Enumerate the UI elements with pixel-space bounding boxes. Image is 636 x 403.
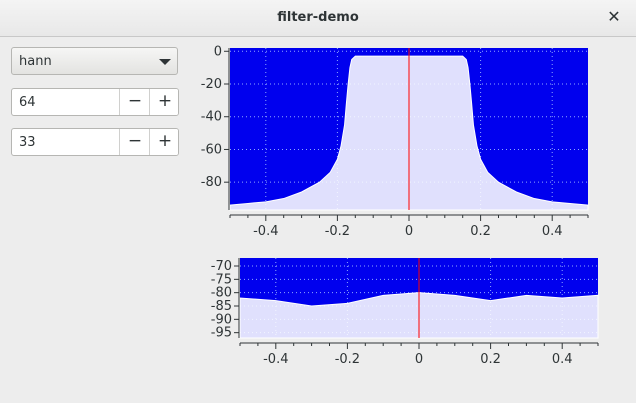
frequency-response-plot: 0 -20 -40 -60 -80 -0.4 -0.2 0 0.2 0.4 — [201, 44, 589, 239]
y-tick-label: -95 — [211, 326, 232, 341]
window-type-value: hann — [19, 54, 52, 69]
y-tick-label: -20 — [201, 77, 222, 92]
x-tick-label: 0.4 — [552, 352, 573, 367]
x-tick-label: 0.2 — [470, 224, 491, 239]
y-tick-label: -80 — [201, 175, 222, 190]
taps-increment-button[interactable]: + — [149, 89, 178, 115]
cutoff-decrement-button[interactable]: − — [119, 129, 150, 155]
x-tick-label: 0 — [405, 224, 413, 239]
taps-decrement-button[interactable]: − — [119, 89, 150, 115]
y-tick-label: -80 — [211, 286, 232, 301]
y-tick-label: -75 — [211, 272, 232, 287]
y-tick-label: 0 — [214, 44, 222, 59]
y-tick-label: -40 — [201, 110, 222, 125]
y-tick-label: -90 — [211, 312, 232, 327]
cutoff-increment-button[interactable]: + — [149, 129, 178, 155]
title-bar[interactable]: filter-demo ✕ — [0, 0, 636, 37]
y-tick-label: -60 — [201, 142, 222, 157]
y-tick-label: -85 — [211, 299, 232, 314]
close-icon[interactable]: ✕ — [607, 7, 621, 26]
taps-spinbutton: − + — [11, 88, 179, 116]
x-tick-label: 0 — [415, 352, 423, 367]
y-tick-label: -70 — [211, 259, 232, 274]
taps-input[interactable] — [12, 89, 118, 115]
chevron-down-icon — [159, 59, 171, 65]
window-title: filter-demo — [277, 10, 359, 25]
stopband-detail-plot: -70-75-80-85-90-95 -0.4 -0.2 0 0.2 0.4 — [211, 258, 599, 367]
x-tick-label: 0.4 — [542, 224, 563, 239]
x-tick-label: -0.4 — [263, 352, 288, 367]
window-type-dropdown[interactable]: hann — [11, 47, 178, 75]
x-tick-label: -0.4 — [253, 224, 278, 239]
x-tick-label: -0.2 — [335, 352, 360, 367]
cutoff-spinbutton: − + — [11, 128, 179, 156]
x-tick-label: -0.2 — [325, 224, 350, 239]
cutoff-input[interactable] — [12, 129, 118, 155]
x-tick-label: 0.2 — [480, 352, 501, 367]
